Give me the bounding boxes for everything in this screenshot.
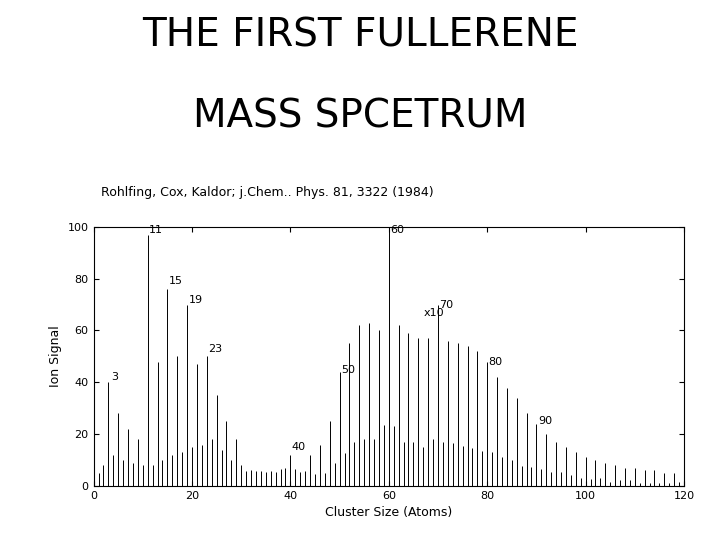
Text: 40: 40 — [292, 442, 306, 453]
Text: 50: 50 — [341, 364, 355, 375]
X-axis label: Cluster Size (Atoms): Cluster Size (Atoms) — [325, 507, 452, 519]
Text: Rohlfing, Cox, Kaldor; j.Chem.. Phys. 81, 3322 (1984): Rohlfing, Cox, Kaldor; j.Chem.. Phys. 81… — [101, 186, 433, 199]
Y-axis label: Ion Signal: Ion Signal — [49, 326, 62, 387]
Text: 90: 90 — [538, 416, 552, 427]
Text: 15: 15 — [169, 276, 183, 286]
Text: 80: 80 — [489, 357, 503, 367]
Text: 60: 60 — [390, 225, 404, 234]
Text: x10: x10 — [423, 307, 444, 318]
Text: 19: 19 — [189, 294, 203, 305]
Text: 11: 11 — [149, 225, 163, 234]
Text: MASS SPCETRUM: MASS SPCETRUM — [193, 97, 527, 135]
Text: 70: 70 — [439, 300, 454, 310]
Text: THE FIRST FULLERENE: THE FIRST FULLERENE — [142, 16, 578, 54]
Text: 3: 3 — [111, 372, 118, 382]
Text: 23: 23 — [208, 344, 222, 354]
